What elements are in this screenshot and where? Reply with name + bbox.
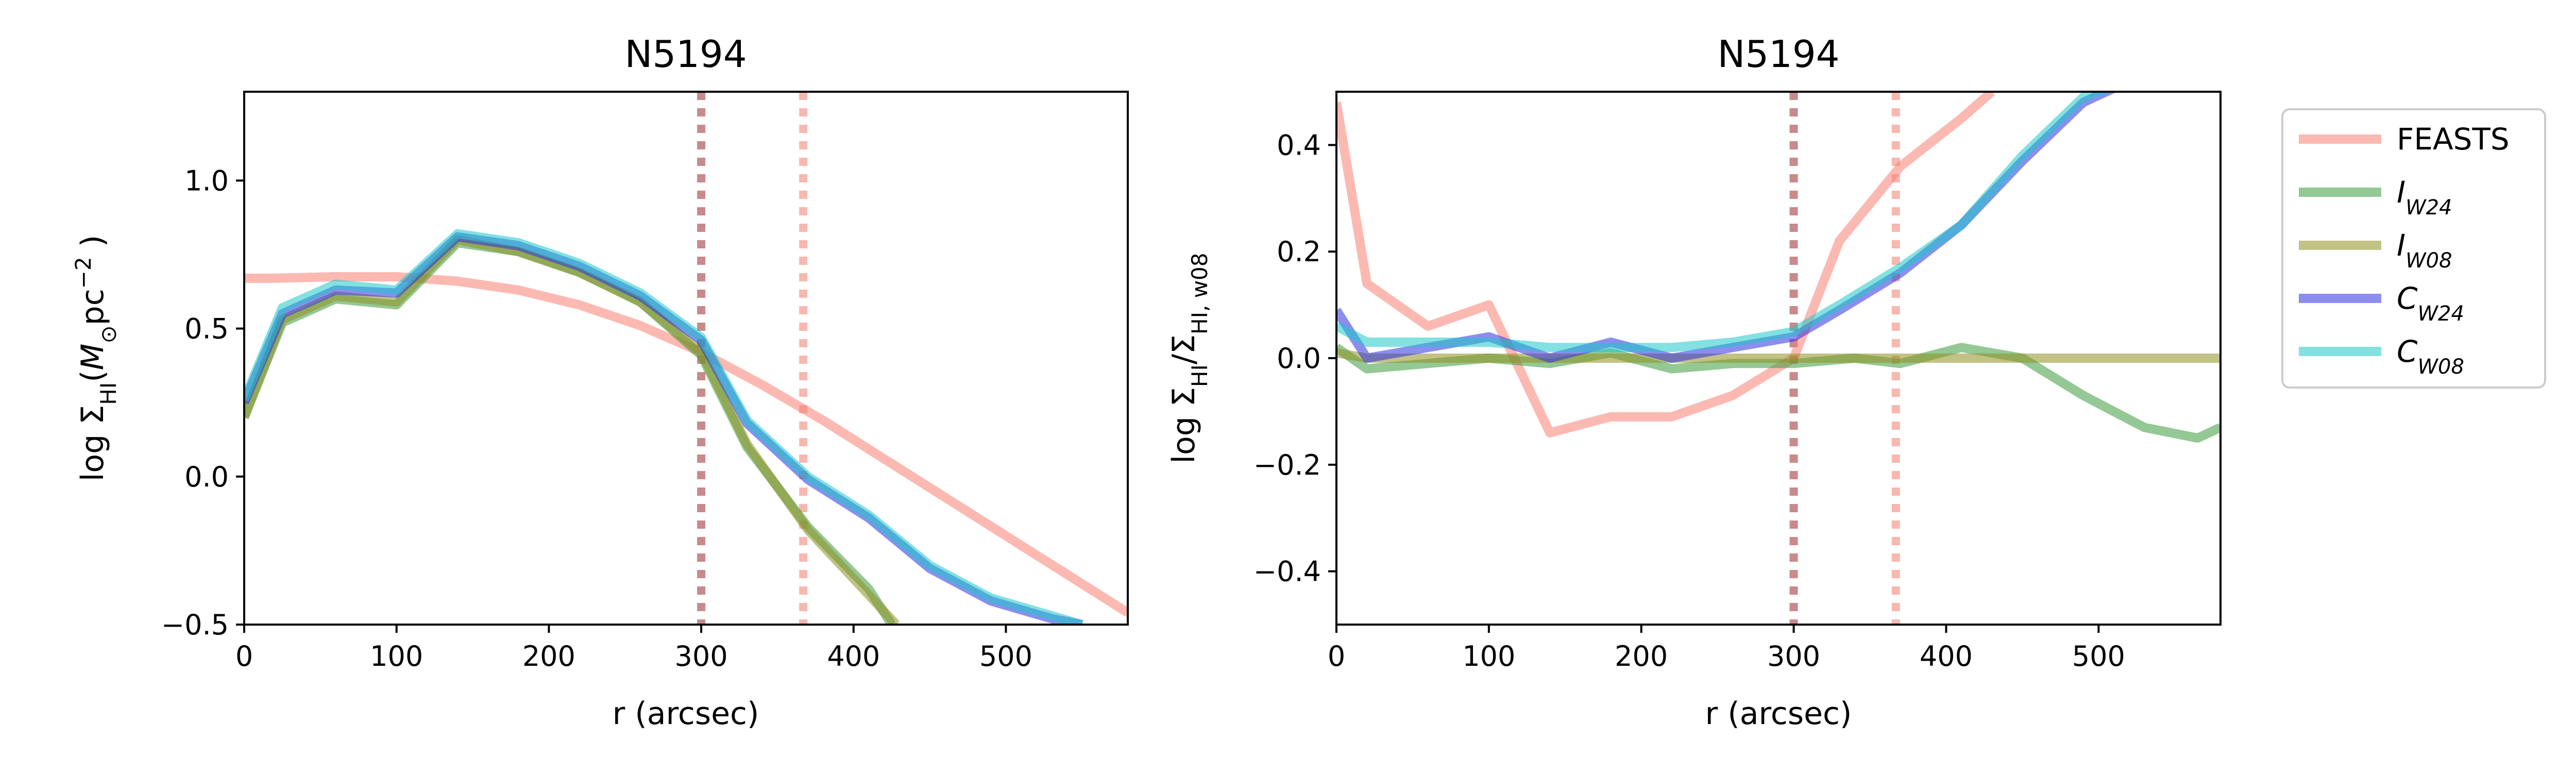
series-line-c-w24 [244, 232, 1083, 625]
left-panel-title: N5194 [624, 32, 747, 76]
y-tick-label: −0.2 [1253, 449, 1321, 481]
legend-label: IW08 [2397, 228, 2452, 273]
legend-frame [2281, 108, 2546, 389]
series-line-feasts [244, 272, 1128, 617]
right-plot-area: 0 100 200 300 400 500 −0.4 −0.2 0.0 0.2 0.4 [1253, 91, 2222, 673]
x-tick-label: 300 [1767, 640, 1820, 673]
x-tick-label: 500 [2072, 640, 2125, 673]
x-tick-label: 0 [235, 640, 253, 673]
right-panel-title: N5194 [1717, 32, 1839, 76]
legend-label: FEASTS [2397, 122, 2510, 157]
panel-right: N5194 0 100 200 300 400 500 −0.4 −0.2 0.0 0.2 0.4… [1166, 32, 2222, 732]
left-plot-area: 0 100 200 300 400 500 −0.5 0.0 0.5 1.0 [161, 91, 1129, 673]
y-tick-label: 0.4 [1277, 129, 1321, 161]
legend: FEASTS IW24 IW08 CW24 CW08 [2281, 108, 2546, 389]
right-x-ticks: 0 100 200 300 400 500 [1328, 625, 2125, 673]
legend-entries: FEASTS IW24 IW08 CW24 CW08 [2299, 122, 2510, 379]
x-tick-label: 400 [1920, 640, 1973, 673]
series-line-c-w08 [1336, 92, 2113, 352]
left-x-ticks: 0 100 200 300 400 500 [235, 625, 1032, 673]
y-tick-label: 1.0 [184, 164, 229, 197]
y-tick-label: 0.5 [184, 313, 229, 345]
right-y-axis-label: log ΣHI/ΣHI, w08 [1166, 253, 1212, 463]
x-tick-label: 500 [979, 640, 1032, 673]
left-axes-frame [243, 91, 1129, 626]
series-line-c-w08 [244, 229, 1083, 625]
y-tick-label: 0.0 [1277, 342, 1321, 375]
left-x-axis-label: r (arcsec) [613, 696, 759, 732]
series-line-feasts [1336, 92, 1995, 438]
legend-label: IW24 [2397, 175, 2452, 220]
y-tick-label: 0.0 [184, 461, 229, 493]
x-tick-label: 200 [522, 640, 575, 673]
series-line-i-w08 [1336, 348, 2221, 363]
y-tick-label: −0.5 [161, 609, 229, 641]
x-tick-label: 200 [1615, 640, 1668, 673]
right-x-axis-label: r (arcsec) [1705, 696, 1852, 732]
panel-left: N5194 0 100 200 300 400 500 −0.5 0.0 0.5 1.0 r (… [71, 32, 1129, 732]
x-tick-label: 0 [1328, 640, 1345, 673]
left-series-group [244, 229, 1128, 625]
x-tick-label: 100 [1462, 640, 1515, 673]
y-tick-label: 0.2 [1277, 236, 1321, 268]
right-y-ticks: −0.4 −0.2 0.0 0.2 0.4 [1253, 129, 1336, 588]
left-y-axis-label: log ΣHI(M⊙pc−2 ) [71, 235, 121, 481]
x-tick-label: 400 [827, 640, 880, 673]
series-line-i-w08 [244, 235, 900, 625]
legend-label: CW24 [2397, 281, 2464, 326]
x-tick-label: 100 [370, 640, 423, 673]
right-series-group [1336, 92, 2221, 443]
y-tick-label: −0.4 [1253, 556, 1321, 588]
left-y-ticks: −0.5 0.0 0.5 1.0 [161, 164, 244, 641]
x-tick-label: 300 [675, 640, 728, 673]
legend-label: CW08 [2397, 334, 2464, 379]
